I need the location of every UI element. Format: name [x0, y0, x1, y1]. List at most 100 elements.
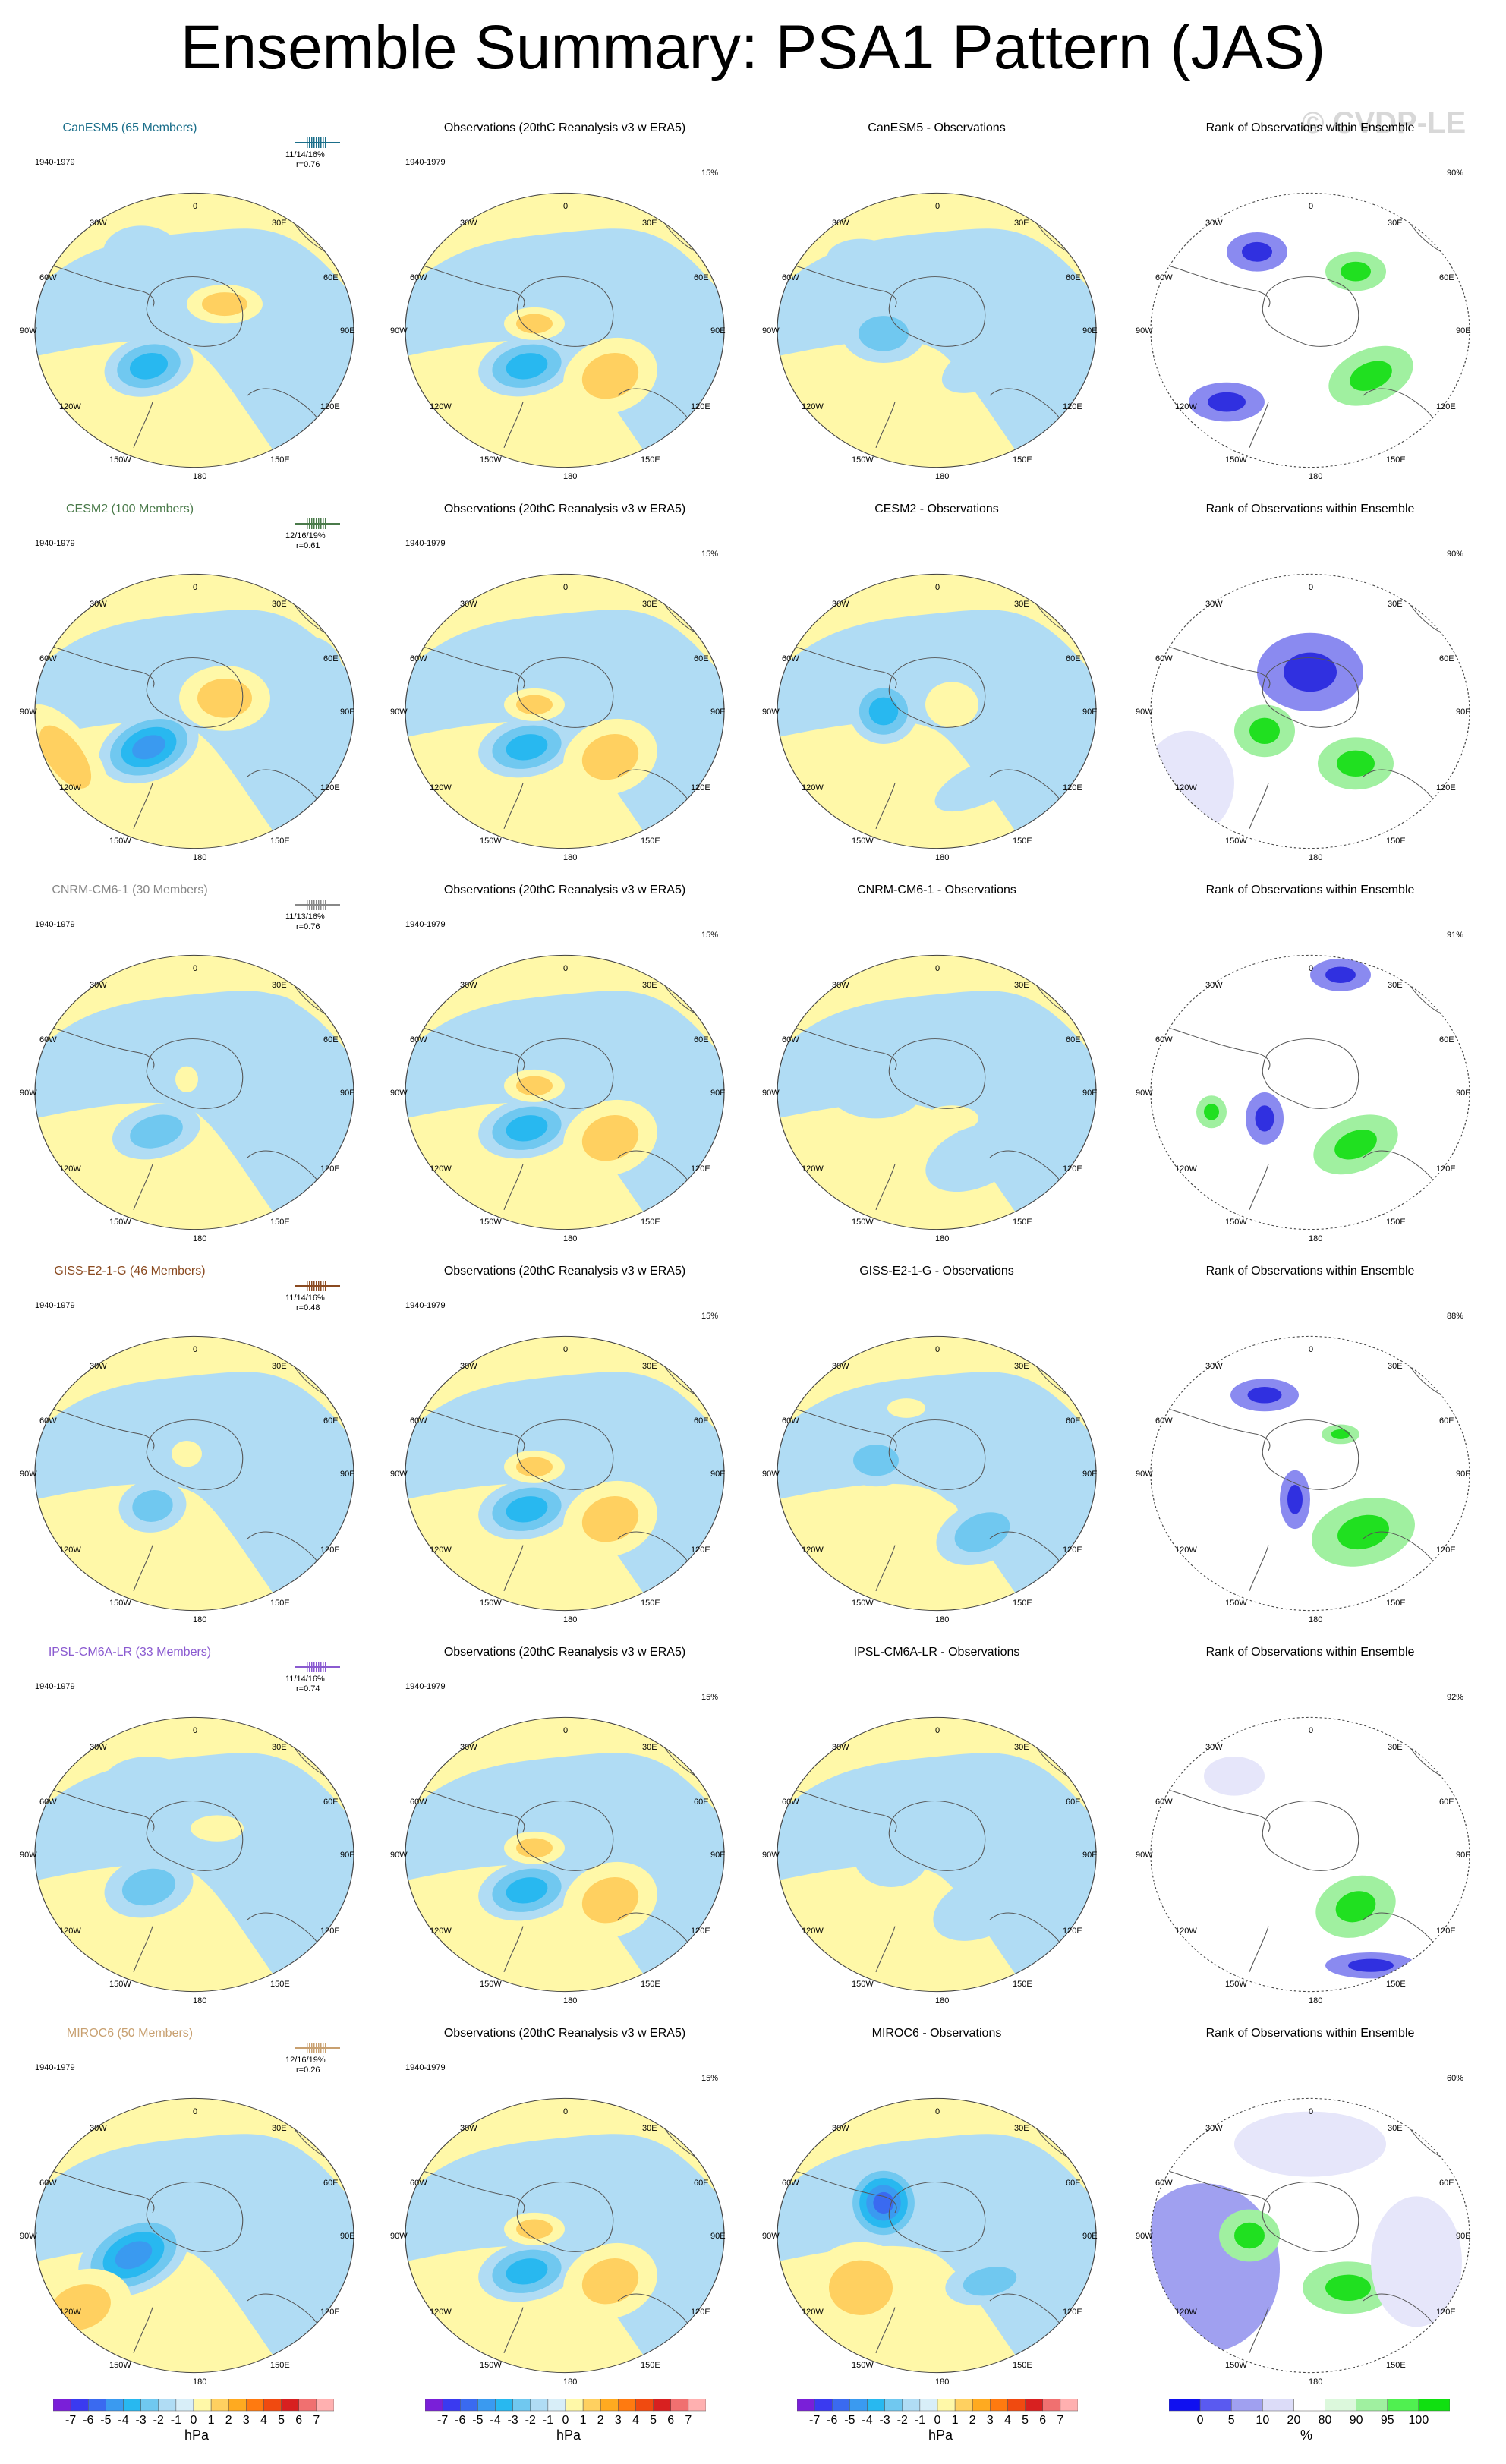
longitude-label: 0 — [935, 1726, 940, 1735]
longitude-label: 150E — [1013, 455, 1032, 465]
longitude-label: 60W — [410, 2179, 427, 2188]
map-boundary — [405, 2097, 725, 2374]
longitude-label: 90W — [20, 1470, 37, 1479]
colorbar-swatch — [902, 2398, 921, 2412]
anomaly-region — [777, 1372, 1096, 1611]
colorbar-tick: -4 — [118, 2414, 129, 2427]
colorbar-unit: hPa — [184, 2428, 210, 2443]
longitude-label: 30W — [460, 1743, 477, 1752]
longitude-label: 90E — [340, 707, 355, 717]
negative-anomaly-contour — [591, 238, 629, 265]
rank-region-core — [1242, 241, 1272, 262]
longitude-label: 60E — [1439, 273, 1454, 282]
colorbar-swatches — [1168, 2398, 1451, 2412]
watermark: © CVDP-LE — [1302, 106, 1467, 140]
longitude-label: 150E — [1386, 1218, 1406, 1227]
colorbar-swatch — [210, 2398, 229, 2412]
longitude-label: 60E — [1066, 1035, 1081, 1045]
colorbar-swatch — [140, 2398, 159, 2412]
map-boundary — [777, 1335, 1097, 1612]
positive-anomaly-contour — [202, 292, 247, 317]
longitude-label: 180 — [1309, 1996, 1323, 2006]
longitude-label: 30W — [1205, 981, 1223, 990]
polar-map — [34, 2097, 354, 2374]
map-boundary — [777, 2097, 1097, 2374]
longitude-label: 30E — [642, 1743, 657, 1752]
period-label: 1940-1979 — [405, 1682, 446, 1691]
colorbar-tick: 90 — [1349, 2414, 1363, 2427]
map-boundary — [777, 1716, 1097, 1993]
polar-map — [405, 954, 725, 1230]
difference-panel: CanESM5 - Observations 0 30E 60E 90E 120E 150E… — [762, 121, 1111, 501]
longitude-label: 60E — [694, 1035, 709, 1045]
polar-map — [405, 2097, 725, 2374]
longitude-label: 150W — [480, 1599, 502, 1608]
colorbar-swatch — [688, 2398, 707, 2412]
longitude-label: 150E — [270, 1218, 290, 1227]
colorbar-tick: 7 — [1057, 2414, 1064, 2427]
negative-anomaly-contour — [933, 1872, 1032, 1941]
rank-region — [1234, 2111, 1386, 2177]
difference-panel: GISS-E2-1-G - Observations 0 30E 60E 90E 120E… — [762, 1265, 1111, 1644]
colorbar-tick: 100 — [1408, 2414, 1429, 2427]
polar-map — [777, 1335, 1097, 1612]
colorbar-tick: 4 — [632, 2414, 639, 2427]
model-title: MIROC6 (50 Members) — [66, 2027, 194, 2040]
longitude-label: 30W — [460, 2124, 477, 2133]
period-label: 1940-1979 — [35, 1301, 75, 1310]
pattern-correlation: r=0.76 — [296, 922, 320, 931]
ensemble-stats: 12/16/19% — [285, 531, 326, 540]
longitude-label: 90E — [340, 2232, 355, 2241]
longitude-label: 30E — [642, 1362, 657, 1371]
ensemble-spread-glyph: 11/14/16% r=0.76 — [285, 137, 346, 182]
colorbar-tick: 6 — [1039, 2414, 1047, 2427]
map-boundary — [1150, 1335, 1470, 1612]
colorbar-tick: 5 — [1022, 2414, 1029, 2427]
difference-panel: CNRM-CM6-1 - Observations 0 30E 60E 90E 120E 1… — [762, 884, 1111, 1263]
positive-anomaly-contour — [581, 2258, 639, 2305]
longitude-label: 30E — [1388, 2124, 1403, 2133]
longitude-label: 90W — [1136, 2232, 1153, 2241]
longitude-label: 150E — [641, 2361, 660, 2370]
polar-map — [777, 573, 1097, 849]
ensemble-stats: 11/13/16% — [285, 912, 325, 922]
colorbar-swatch — [228, 2398, 247, 2412]
colorbar-swatch — [937, 2398, 956, 2412]
longitude-label: 90W — [762, 1470, 780, 1479]
longitude-label: 60E — [694, 654, 709, 663]
polar-map — [405, 1335, 725, 1612]
map-boundary — [777, 192, 1097, 468]
longitude-label: 30E — [272, 2124, 287, 2133]
colorbar-swatch — [442, 2398, 461, 2412]
rank-panel: Rank of Observations within Ensemble 60% 0… — [1136, 2027, 1485, 2406]
longitude-label: 150E — [641, 1599, 660, 1608]
negative-anomaly-contour — [591, 1000, 629, 1027]
longitude-label: 30E — [272, 1362, 287, 1371]
model-pattern-panel: CanESM5 (65 Members) 1940-1979 11/14/16% r=… — [20, 121, 369, 501]
longitude-label: 90W — [390, 1089, 408, 1098]
model-pattern-panel: GISS-E2-1-G (46 Members) 1940-1979 11/14/1… — [20, 1265, 369, 1644]
rank-title: Rank of Observations within Ensemble — [1205, 503, 1415, 515]
coastlines — [792, 1730, 1082, 1979]
positive-anomaly-contour — [191, 1815, 244, 1842]
longitude-label: 180 — [193, 853, 207, 862]
longitude-label: 30E — [272, 219, 287, 228]
longitude-label: 120E — [691, 402, 710, 411]
longitude-label: 120W — [59, 1546, 81, 1555]
longitude-label: 30W — [90, 1743, 107, 1752]
longitude-label: 60W — [782, 273, 799, 282]
period-label: 1940-1979 — [35, 1682, 75, 1691]
colorbar-tick: 5 — [1227, 2414, 1235, 2427]
map-boundary — [1150, 573, 1470, 849]
ensemble-bar-icon — [295, 900, 340, 910]
negative-anomaly-contour — [941, 332, 1038, 393]
longitude-label: 120W — [59, 783, 81, 792]
colorbar-tick: -4 — [490, 2414, 501, 2427]
longitude-label: 90W — [20, 1089, 37, 1098]
colorbar-tick: -7 — [65, 2414, 77, 2427]
map-boundary — [1150, 2097, 1470, 2374]
colorbar-tick: 10 — [1256, 2414, 1270, 2427]
longitude-label: 90W — [20, 1851, 37, 1860]
longitude-label: 180 — [1309, 853, 1323, 862]
longitude-label: 30E — [1014, 1362, 1029, 1371]
